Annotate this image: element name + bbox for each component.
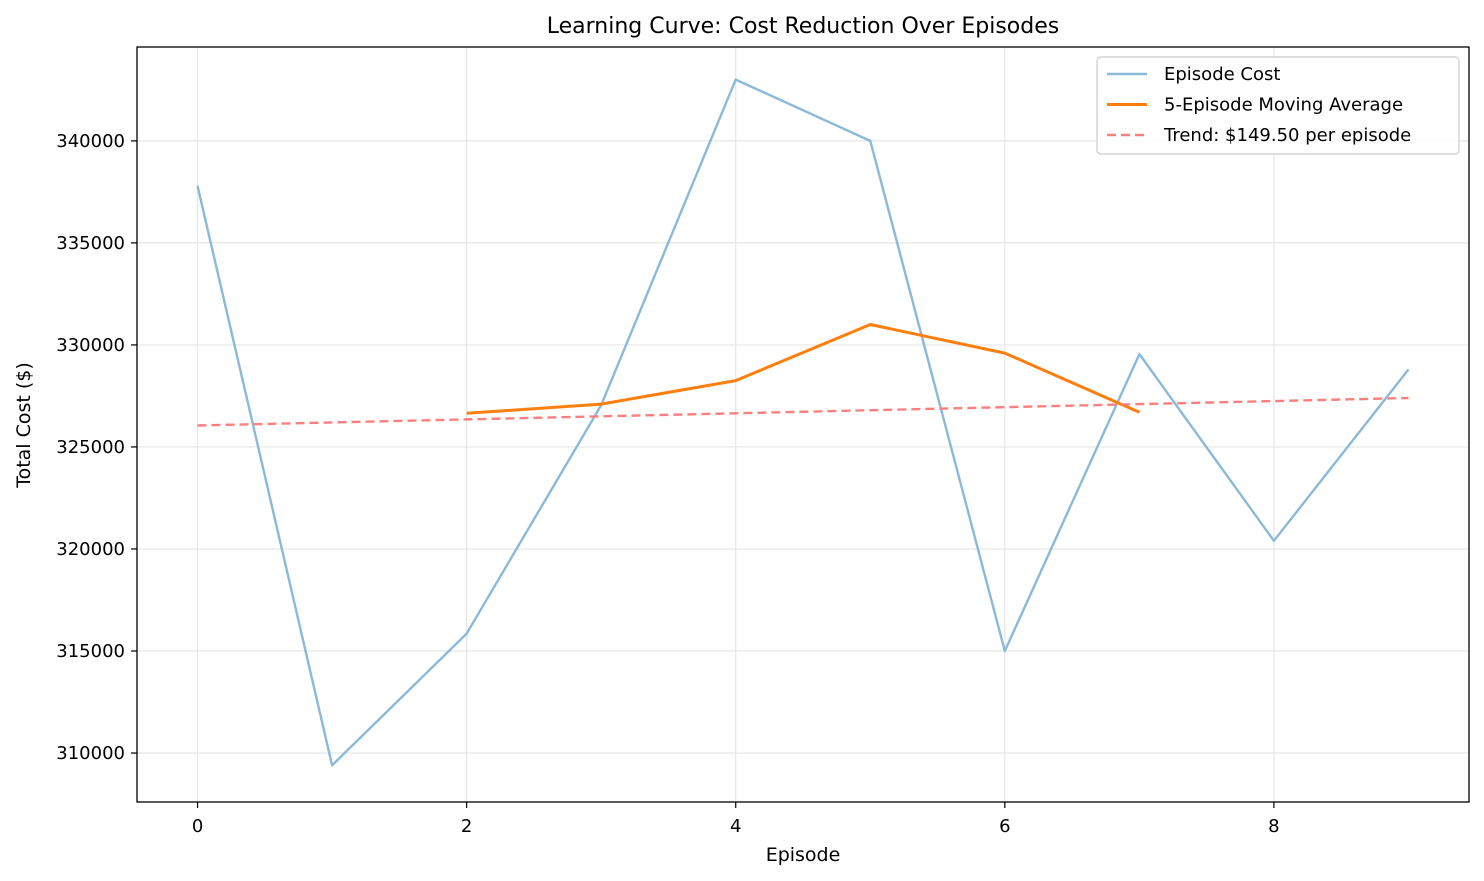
chart-title: Learning Curve: Cost Reduction Over Epis… [547, 14, 1059, 39]
y-tick-label: 310000 [56, 743, 125, 764]
grid [137, 47, 1469, 802]
y-tick-label: 330000 [56, 335, 125, 356]
series-line-trend-149-50-per-episode [197, 396, 1409, 427]
legend-label: Trend: $149.50 per episode [1163, 125, 1411, 146]
legend-label: Episode Cost [1164, 64, 1280, 85]
y-tick-label: 340000 [56, 131, 125, 152]
y-tick-label: 335000 [56, 233, 125, 254]
legend: Episode Cost 5-Episode Moving Average Tren… [1096, 56, 1460, 155]
x-tick-label: 0 [192, 816, 203, 837]
y-axis-label: Total Cost ($) [13, 362, 35, 489]
series-line-5-episode-moving-average [466, 323, 1141, 415]
series-line-episode-cost [196, 78, 1410, 767]
legend-label: 5-Episode Moving Average [1164, 95, 1403, 116]
y-tick-label: 315000 [56, 641, 125, 662]
series-layer [196, 78, 1410, 767]
y-tick-label: 325000 [56, 437, 125, 458]
x-tick-label: 4 [730, 816, 741, 837]
x-tick-label: 8 [1268, 816, 1279, 837]
x-axis-ticks: 0 2 4 6 8 [192, 802, 1280, 837]
x-axis-label: Episode [766, 844, 841, 866]
y-tick-label: 320000 [56, 539, 125, 560]
legend-box [1096, 56, 1460, 155]
x-tick-label: 6 [999, 816, 1010, 837]
plot-frame [136, 46, 1470, 803]
y-axis-ticks: 310000 315000 320000 325000 330000 335000 3400… [56, 131, 137, 764]
x-tick-label: 2 [461, 816, 472, 837]
